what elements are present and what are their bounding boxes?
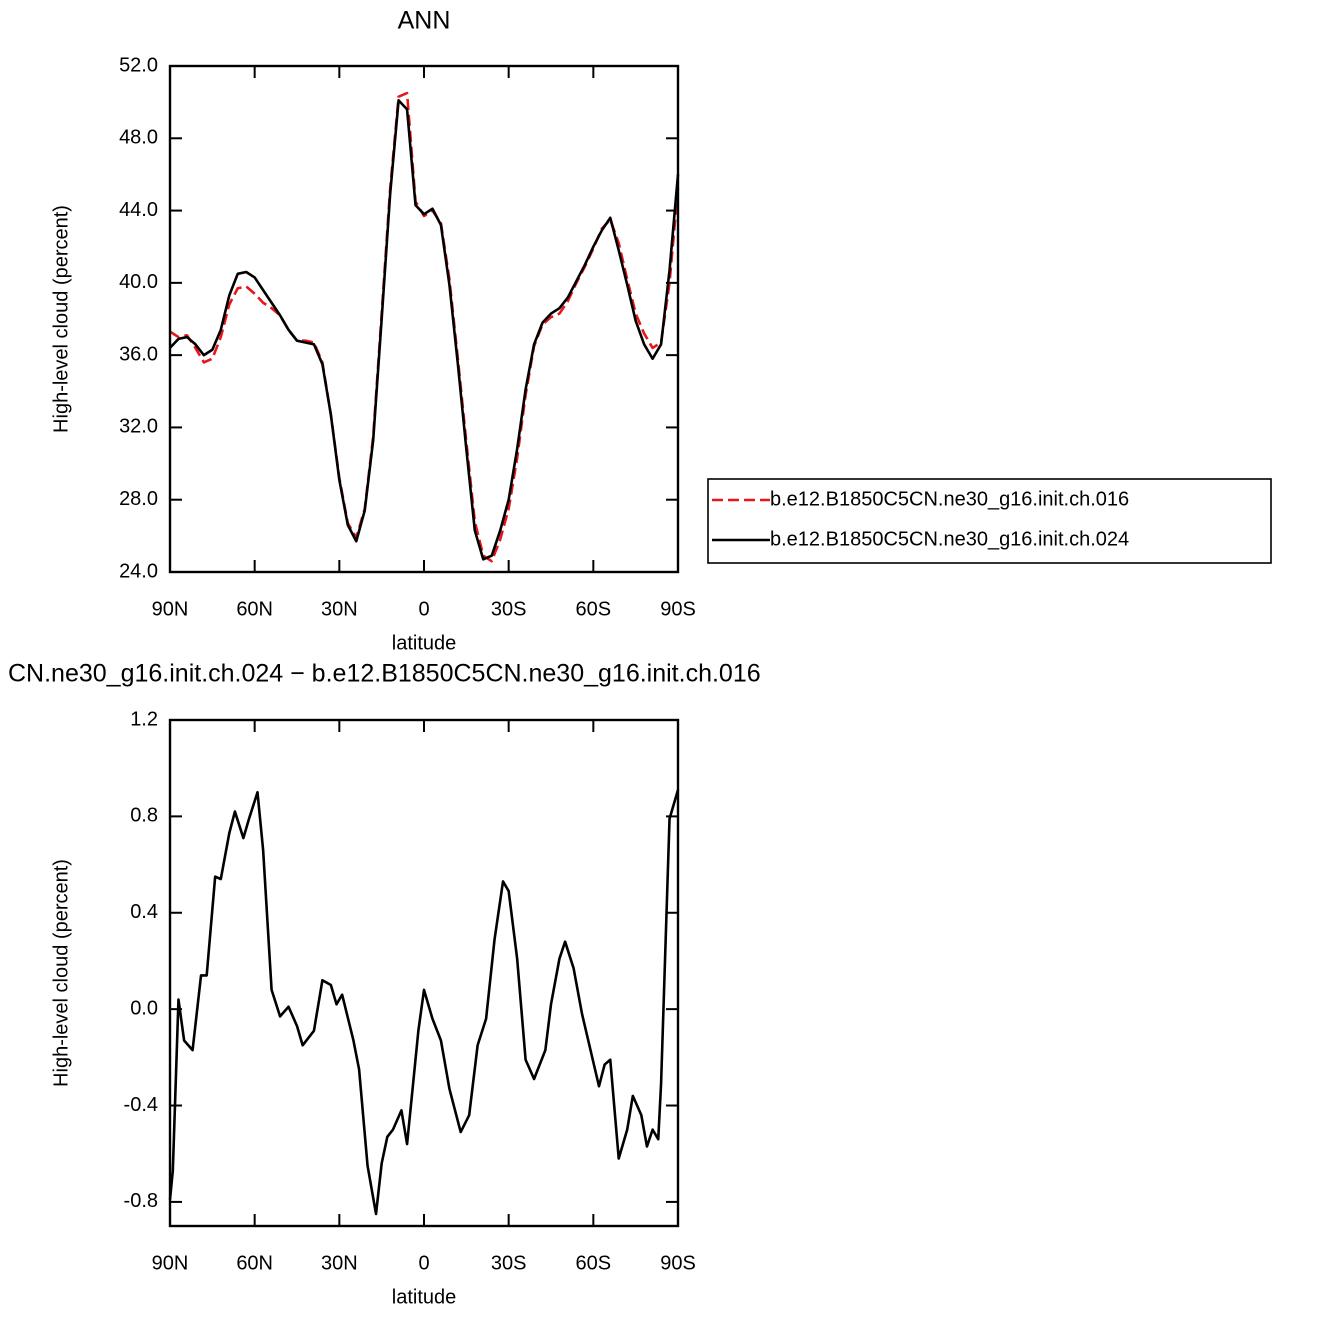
x-tick-label: 60S [576, 1252, 612, 1274]
legend-label: b.e12.B1850C5CN.ne30_g16.init.ch.016 [770, 488, 1129, 510]
x-tick-label: 90N [152, 1252, 189, 1274]
x-tick-label: 60N [236, 598, 273, 620]
y-tick-label: 0.4 [130, 901, 158, 923]
x-tick-label: 0 [418, 1252, 429, 1274]
y-tick-label: 52.0 [119, 54, 158, 76]
y-tick-label: 0.0 [130, 997, 158, 1019]
y-tick-label: -0.8 [124, 1190, 158, 1212]
x-tick-label: 90N [152, 598, 189, 620]
y-tick-label: 0.8 [130, 805, 158, 827]
x-tick-label: 30N [321, 598, 358, 620]
x-tick-label: 30S [491, 1252, 527, 1274]
legend-label: b.e12.B1850C5CN.ne30_g16.init.ch.024 [770, 528, 1129, 550]
plot-frame [168, 64, 680, 574]
y-tick-label: 36.0 [119, 343, 158, 365]
x-tick-label: 60N [236, 1252, 273, 1274]
chart-title: ANN [398, 7, 451, 35]
x-tick-label: 30S [491, 598, 527, 620]
data-line [168, 789, 680, 1216]
y-axis-label: High-level cloud (percent) [50, 205, 72, 433]
x-tick-label: 90S [660, 598, 696, 620]
y-tick-label: 48.0 [119, 127, 158, 149]
x-axis-label: latitude [392, 1286, 457, 1308]
y-tick-label: 28.0 [119, 488, 158, 510]
x-tick-label: 0 [418, 598, 429, 620]
x-tick-label: 90S [660, 1252, 696, 1274]
y-axis-label: High-level cloud (percent) [50, 859, 72, 1087]
data-line [169, 91, 680, 563]
chart-title: CN.ne30_g16.init.ch.024 − b.e12.B1850C5C… [8, 660, 761, 688]
plot-frame [168, 718, 680, 1228]
y-tick-label: 1.2 [130, 708, 158, 730]
x-tick-label: 60S [576, 598, 612, 620]
legend-box [707, 478, 1272, 564]
data-line [169, 99, 680, 561]
y-tick-label: -0.4 [124, 1094, 158, 1116]
y-tick-label: 40.0 [119, 271, 158, 293]
x-tick-label: 30N [321, 1252, 358, 1274]
y-tick-label: 32.0 [119, 416, 158, 438]
y-tick-label: 24.0 [119, 560, 158, 582]
x-axis-label: latitude [392, 632, 457, 654]
y-tick-label: 44.0 [119, 199, 158, 221]
